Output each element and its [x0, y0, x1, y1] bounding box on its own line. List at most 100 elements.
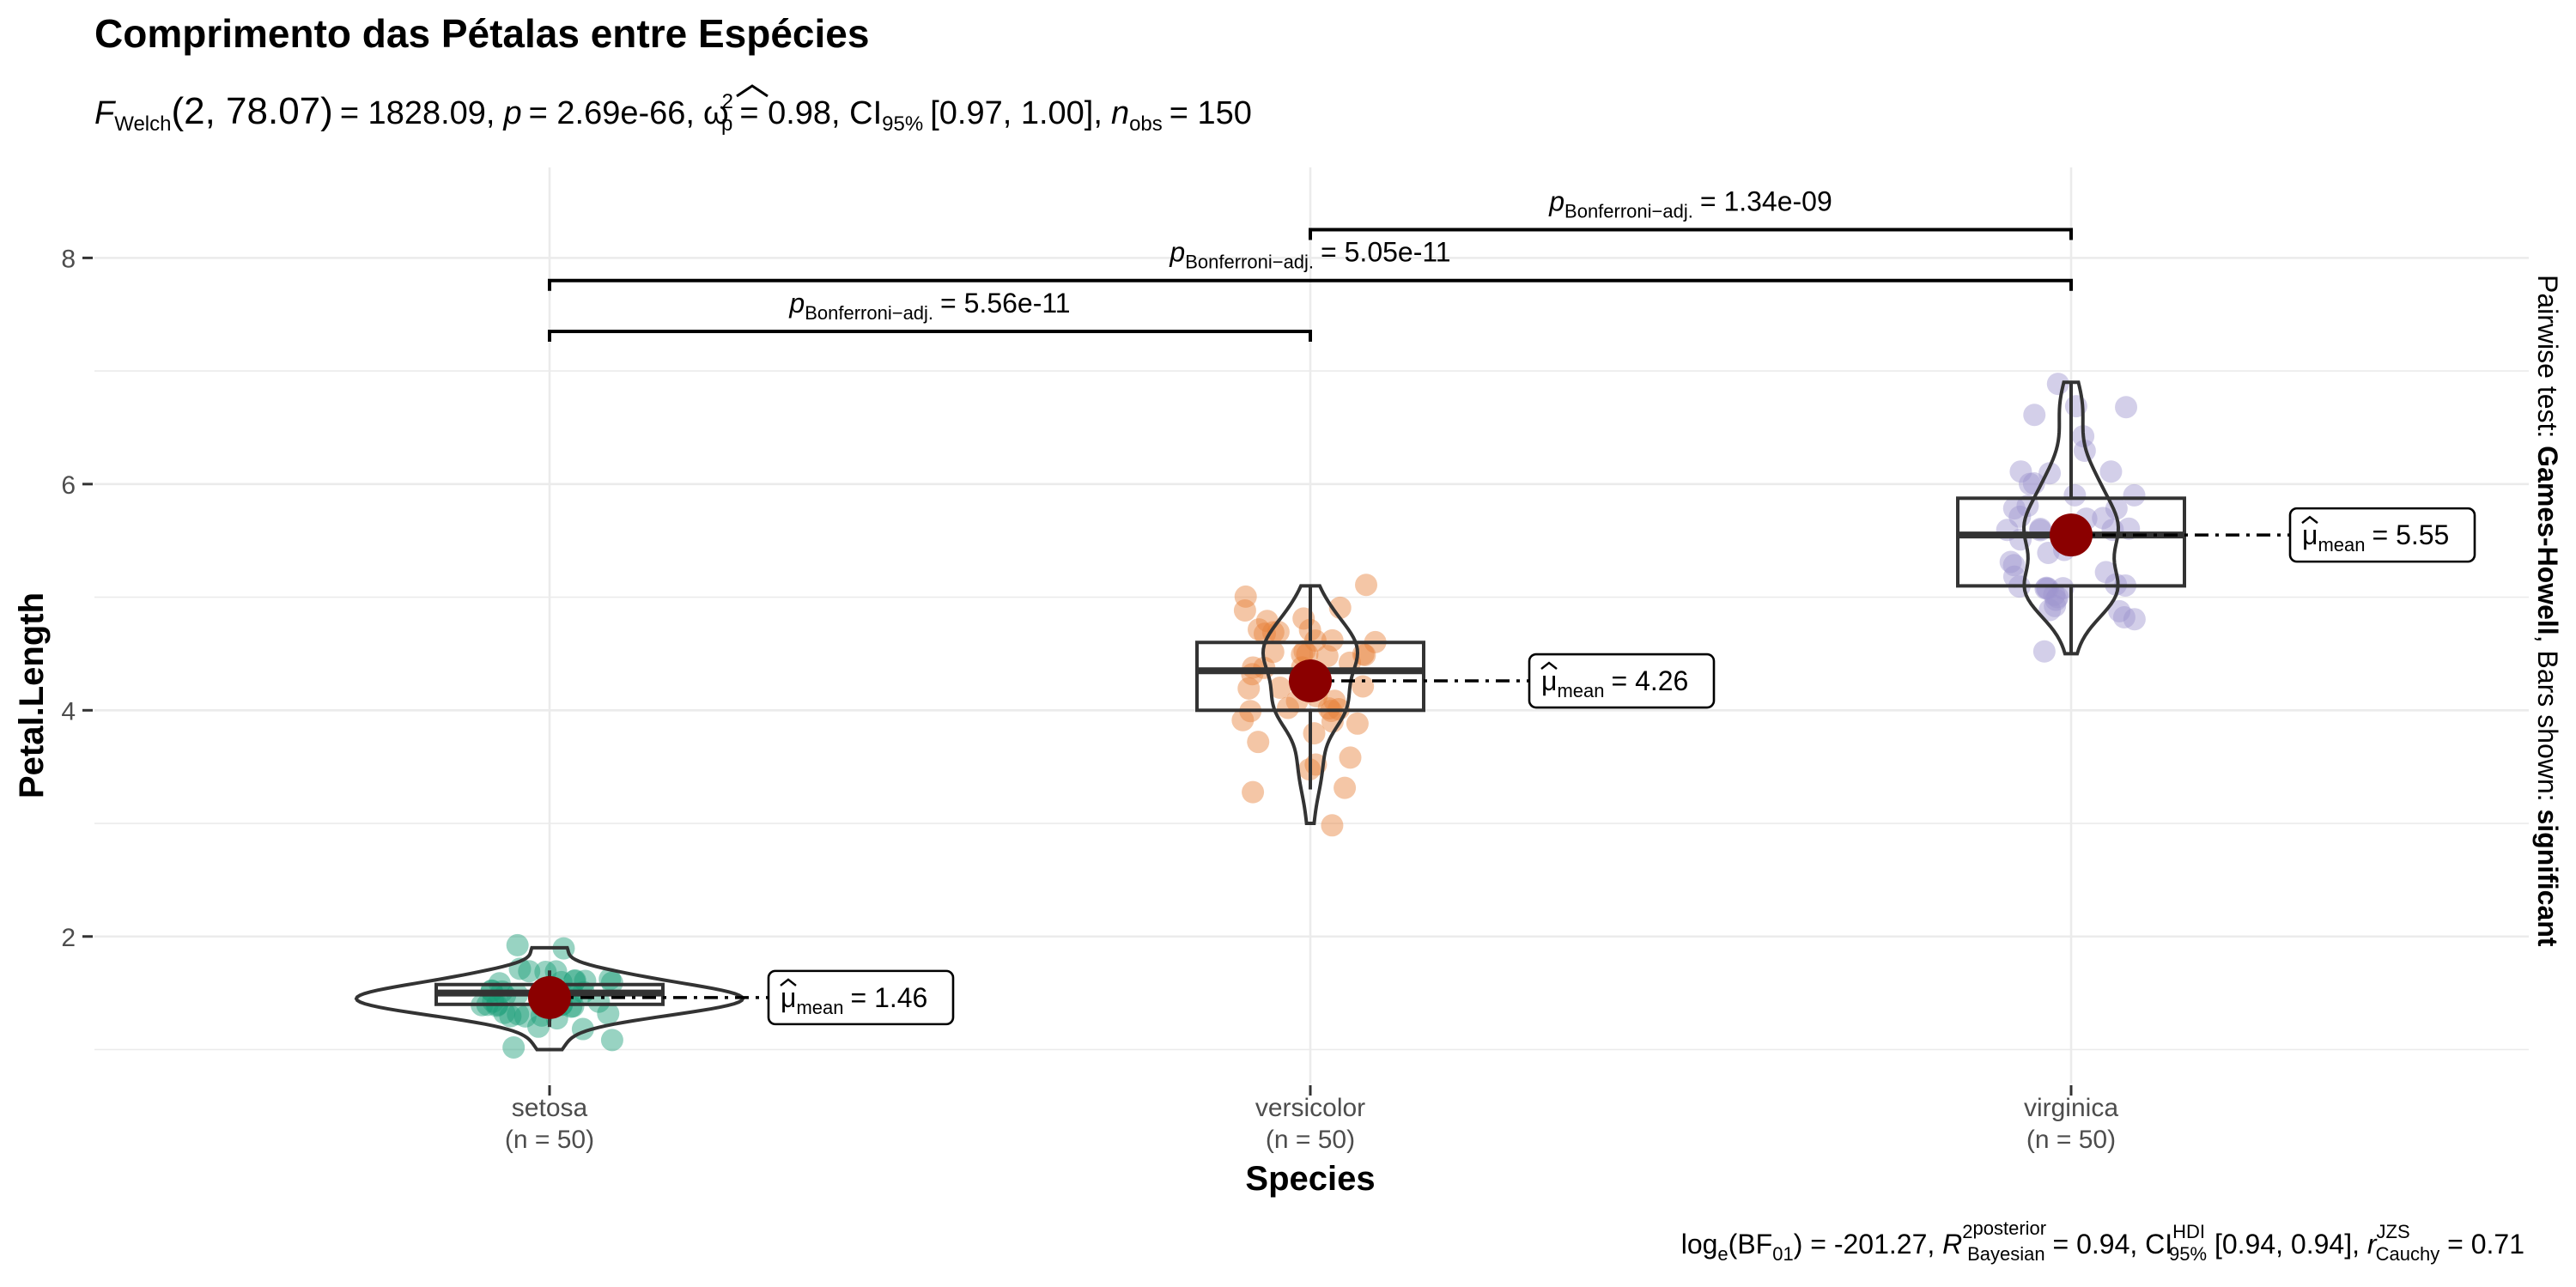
- mean-label: μmean = 5.55: [2302, 519, 2449, 555]
- data-point: [518, 960, 541, 983]
- x-tick-label: virginica: [2024, 1094, 2118, 1122]
- box-iqr: [1956, 496, 2186, 588]
- data-point: [1261, 640, 1285, 664]
- data-point: [2092, 507, 2115, 530]
- violin-outline: [354, 945, 745, 1052]
- data-point: [2036, 577, 2059, 600]
- data-point: [2023, 404, 2046, 427]
- data-point: [1999, 550, 2022, 574]
- data-point: [502, 1035, 526, 1059]
- data-point: [1293, 640, 1316, 663]
- data-point: [1277, 696, 1300, 719]
- data-point: [2115, 396, 2138, 419]
- violin-outline: [1261, 584, 1360, 826]
- x-tick-label: setosa: [512, 1094, 588, 1122]
- data-point: [499, 1005, 522, 1028]
- data-point: [1233, 599, 1256, 622]
- data-point: [1255, 610, 1279, 633]
- x-tick-count: (n = 50): [1266, 1126, 1355, 1154]
- data-point: [2002, 497, 2026, 520]
- data-point: [2108, 599, 2131, 622]
- data-point: [2044, 588, 2068, 611]
- x-tick-label: versicolor: [1255, 1094, 1365, 1122]
- data-point: [1248, 618, 1271, 641]
- data-point: [1231, 708, 1255, 732]
- data-point: [600, 1029, 623, 1052]
- comparison-bracket: [548, 278, 2073, 291]
- data-point: [1321, 814, 1344, 837]
- grid: [94, 167, 2529, 1084]
- mean-label-box: [1528, 653, 1716, 709]
- pairwise-brackets: pBonferroni−adj. = 5.56e-11 pBonferroni−ad…: [548, 185, 2073, 343]
- data-point: [1353, 643, 1376, 666]
- data-point: [506, 933, 529, 956]
- data-point: [2099, 460, 2123, 483]
- data-point: [1334, 776, 1357, 799]
- data-point: [1234, 585, 1257, 608]
- y-tick-label: 8: [61, 245, 76, 273]
- mean-point: [528, 975, 571, 1019]
- data-point: [2044, 594, 2067, 617]
- mean-point: [1289, 659, 1332, 703]
- y-axis-title: Petal.Length: [13, 592, 51, 798]
- mu-hat-icon: [2301, 515, 2318, 525]
- mean-label: μmean = 1.46: [781, 982, 927, 1018]
- y-tick-label: 2: [61, 924, 76, 952]
- mu-hat-icon: [780, 978, 797, 986]
- data-point: [1355, 574, 1378, 597]
- data-point: [527, 1015, 550, 1038]
- y-tick-label: 6: [61, 471, 76, 500]
- data-point: [2043, 583, 2066, 606]
- data-point: [2009, 460, 2032, 483]
- data-point: [1268, 677, 1291, 700]
- data-point: [513, 1005, 537, 1028]
- mean-point: [2050, 513, 2093, 557]
- bayes-caption: loge(BF01) = -201.27, R2posterior Bayesia…: [1681, 1217, 2524, 1265]
- comparison-label: pBonferroni−adj. = 5.05e-11: [1169, 237, 1450, 273]
- plot-panel: μmean = 1.46 μmean = 4.26 μmean = 5.55: [354, 373, 2476, 1059]
- violin-outline: [2021, 380, 2121, 656]
- x-tick-count: (n = 50): [505, 1126, 594, 1154]
- x-axis-title: Species: [1245, 1160, 1375, 1198]
- comparison-bracket: [548, 330, 1312, 343]
- data-point: [600, 971, 623, 994]
- data-point: [1242, 780, 1265, 804]
- data-point: [597, 1002, 620, 1025]
- pairwise-caption: Pairwise test: Games-Howell, Bars shown:…: [2532, 275, 2563, 947]
- data-point: [1315, 645, 1339, 668]
- comparison-bracket: [1309, 228, 2073, 240]
- data-point: [1303, 722, 1326, 745]
- mean-label-box: [767, 969, 955, 1026]
- mu-hat-icon: [1540, 661, 1558, 670]
- box-iqr: [1195, 640, 1425, 713]
- comparison-label: pBonferroni−adj. = 1.34e-09: [1548, 185, 1832, 222]
- mean-label: μmean = 4.26: [1541, 665, 1688, 701]
- chart-subtitle: FWelch(2, 78.07) = 1828.09, p = 2.69e-66, ω2…: [94, 90, 1252, 136]
- data-point: [562, 969, 586, 993]
- data-point: [2035, 576, 2058, 599]
- axes: 2 4 6 8 setosa (n = 50) versicolor (n = 50) virg…: [61, 245, 2118, 1154]
- chart-title: Comprimento das Pétalas entre Espécies: [94, 11, 869, 56]
- x-tick-count: (n = 50): [2026, 1126, 2116, 1154]
- data-point: [1346, 712, 1369, 735]
- data-point: [2019, 472, 2042, 495]
- data-point: [1339, 746, 1362, 769]
- data-point: [2051, 577, 2075, 600]
- data-point: [2046, 586, 2069, 609]
- data-point: [1237, 677, 1261, 700]
- data-point: [2123, 483, 2146, 507]
- mean-label-box: [2288, 507, 2476, 563]
- data-point: [574, 969, 597, 993]
- omega-hat-icon: [736, 84, 769, 98]
- data-point: [507, 1003, 530, 1026]
- data-point: [2063, 483, 2087, 507]
- data-point: [1247, 731, 1270, 754]
- data-point: [2094, 561, 2117, 584]
- data-point: [493, 1001, 516, 1024]
- data-point: [2002, 565, 2026, 588]
- data-point: [2034, 577, 2057, 600]
- data-point: [1321, 628, 1344, 652]
- comparison-label: pBonferroni−adj. = 5.56e-11: [788, 288, 1070, 324]
- data-point: [1253, 622, 1276, 646]
- data-point: [1323, 689, 1346, 713]
